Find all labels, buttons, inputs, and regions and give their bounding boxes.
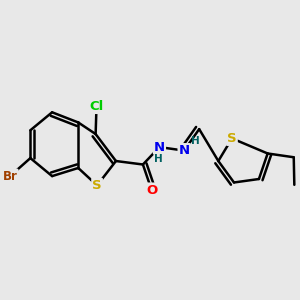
Text: Br: Br — [3, 169, 17, 183]
Text: H: H — [191, 136, 200, 146]
Text: O: O — [146, 184, 157, 196]
Text: H: H — [154, 154, 163, 164]
Text: S: S — [92, 179, 102, 192]
Text: N: N — [178, 144, 190, 157]
Text: Cl: Cl — [89, 100, 103, 113]
Text: N: N — [154, 141, 165, 154]
Text: S: S — [227, 132, 237, 145]
